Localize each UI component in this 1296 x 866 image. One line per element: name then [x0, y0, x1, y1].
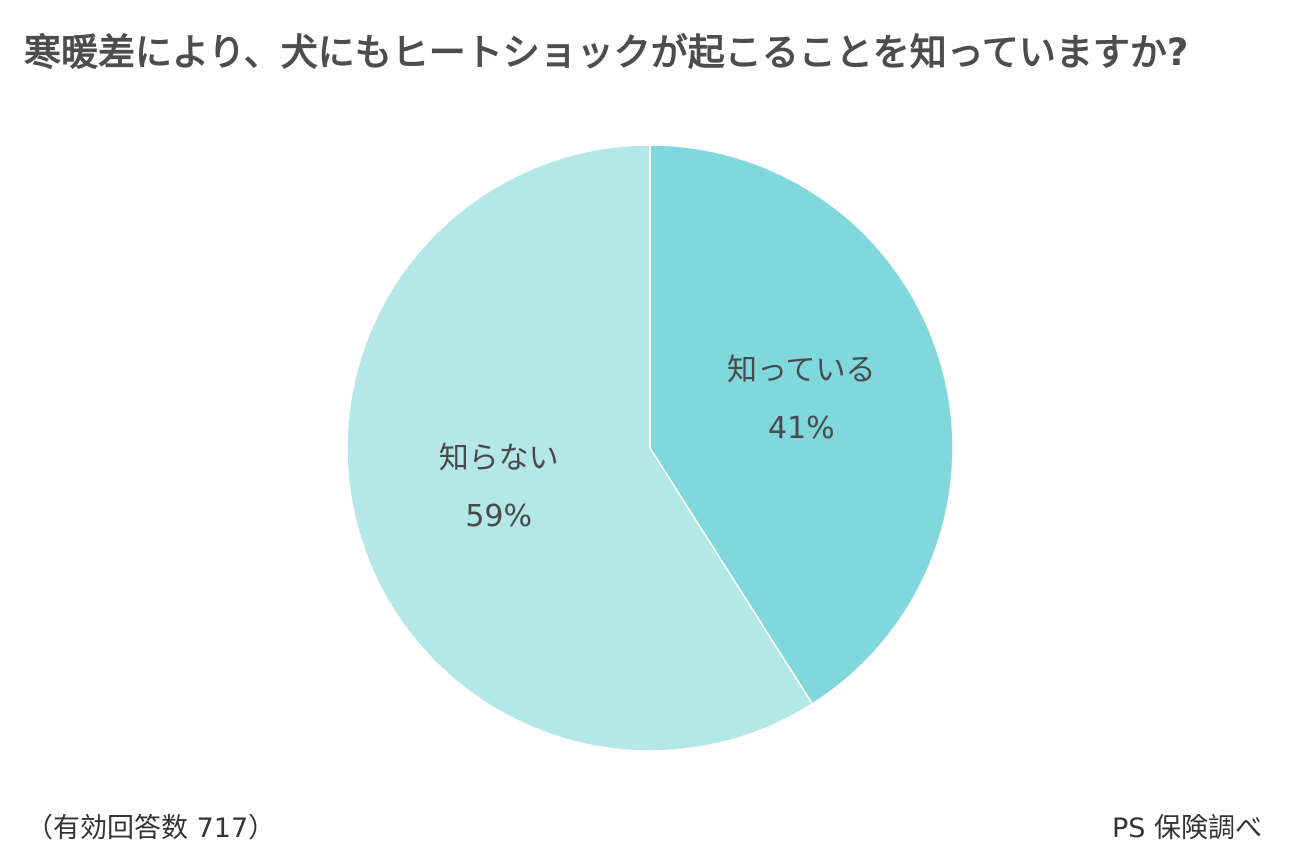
pie-labels: 知っている 41% 知らない 59%	[439, 353, 876, 534]
pie-slices	[346, 144, 954, 752]
slice-label-2: 知らない	[439, 441, 559, 476]
slice-label-1: 知っている	[727, 353, 876, 388]
slice-value-1: 41%	[768, 411, 835, 446]
response-count-note: （有効回答数 717）	[26, 813, 276, 844]
source-note: PS 保険調べ	[1111, 813, 1262, 844]
pie-slice-2	[346, 144, 814, 752]
chart-title: 寒暖差により、犬にもヒートショックが起こることを知っていますか?	[24, 31, 1189, 74]
slice-value-2: 59%	[465, 499, 532, 534]
pie-slice-1	[649, 144, 954, 705]
